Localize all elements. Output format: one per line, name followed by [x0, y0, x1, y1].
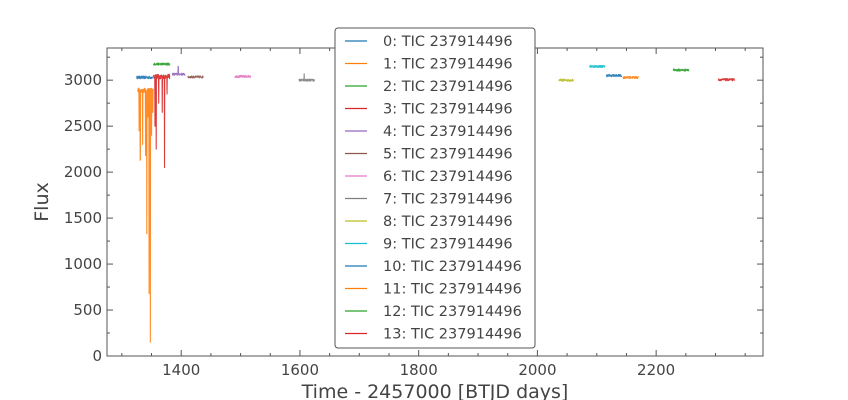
x-tick-label: 1400 [162, 361, 200, 379]
legend-entry: 11: TIC 237914496 [383, 282, 522, 298]
series-line-7 [298, 73, 316, 82]
series-line-11 [622, 75, 639, 80]
series-line-4 [171, 65, 186, 76]
plot-lines [136, 62, 735, 343]
series-line-1 [137, 87, 154, 343]
x-tick-label: 2000 [518, 361, 556, 379]
legend-entry: 10: TIC 237914496 [383, 259, 522, 275]
series-line-0 [136, 75, 154, 80]
legend-entry: 8: TIC 237914496 [383, 214, 513, 230]
legend-box [334, 27, 536, 349]
legend-entry: 9: TIC 237914496 [383, 237, 513, 253]
legend-entry: 1: TIC 237914496 [383, 57, 513, 73]
x-axis-label: Time - 2457000 [BTJD days] [301, 381, 569, 400]
axis-ticks [107, 48, 763, 357]
tick-labels: 1400 1600 1800 2000 2200 0 500 1000 1500 2000 2500… [64, 71, 675, 379]
x-tick-label: 1600 [281, 361, 319, 379]
legend-entry: 6: TIC 237914496 [383, 169, 513, 185]
x-tick-label: 1800 [400, 361, 438, 379]
y-axis-label: Flux [31, 182, 53, 222]
legend-entry: 5: TIC 237914496 [383, 147, 513, 163]
legend-entry: 3: TIC 237914496 [383, 102, 513, 118]
legend-entry: 7: TIC 237914496 [383, 192, 513, 208]
legend-entry: 4: TIC 237914496 [383, 124, 513, 140]
legend-entry: 13: TIC 237914496 [383, 327, 522, 343]
series-line-3 [152, 73, 171, 169]
legend-entry: 2: TIC 237914496 [383, 79, 513, 95]
series-line-6 [234, 74, 252, 79]
y-tick-label: 3000 [64, 71, 102, 89]
y-tick-label: 2000 [64, 163, 102, 181]
series-line-8 [558, 78, 575, 82]
x-tick-label: 2200 [637, 361, 675, 379]
legend-entry: 12: TIC 237914496 [383, 304, 522, 320]
y-tick-label: 500 [73, 301, 102, 319]
y-tick-label: 2500 [64, 117, 102, 135]
legend-entry: 0: TIC 237914496 [383, 34, 513, 50]
y-tick-label: 1500 [64, 209, 102, 227]
legend: 0: TIC 237914496 1: TIC 237914496 2: TIC 2… [334, 27, 536, 349]
y-tick-label: 1000 [64, 255, 102, 273]
series-line-5 [187, 75, 204, 79]
y-tick-label: 0 [92, 347, 102, 365]
series-line-9 [589, 64, 606, 69]
series-line-10 [605, 73, 623, 78]
series-line-2 [152, 62, 171, 66]
series-line-12 [672, 68, 690, 72]
series-line-13 [717, 78, 735, 82]
